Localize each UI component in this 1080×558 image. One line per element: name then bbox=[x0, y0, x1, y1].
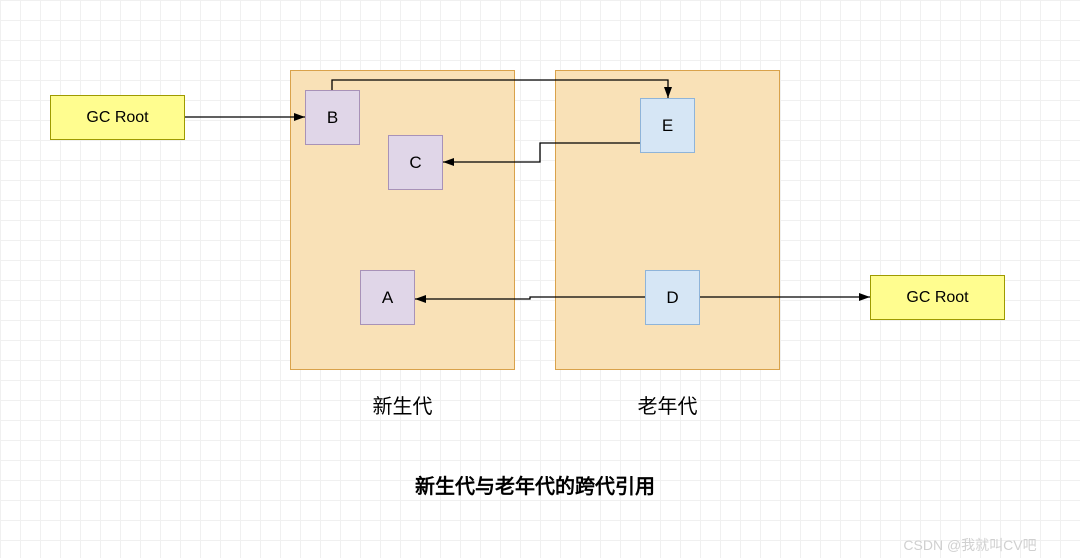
node-d-label: D bbox=[666, 288, 678, 308]
node-c-label: C bbox=[409, 153, 421, 173]
gc-root-right-label: GC Root bbox=[906, 289, 968, 307]
node-d: D bbox=[645, 270, 700, 325]
node-e: E bbox=[640, 98, 695, 153]
gc-root-left: GC Root bbox=[50, 95, 185, 140]
gc-root-right: GC Root bbox=[870, 275, 1005, 320]
young-generation-label: 新生代 bbox=[290, 390, 515, 419]
node-a: A bbox=[360, 270, 415, 325]
watermark: CSDN @我就叫CV吧 bbox=[860, 535, 1080, 555]
node-c: C bbox=[388, 135, 443, 190]
node-a-label: A bbox=[382, 288, 393, 308]
arrowhead-D_to_root bbox=[859, 293, 870, 301]
node-e-label: E bbox=[662, 116, 673, 136]
node-b: B bbox=[305, 90, 360, 145]
old-generation-label: 老年代 bbox=[555, 390, 780, 419]
diagram-title: 新生代与老年代的跨代引用 bbox=[290, 470, 780, 499]
gc-root-left-label: GC Root bbox=[86, 109, 148, 127]
node-b-label: B bbox=[327, 108, 338, 128]
